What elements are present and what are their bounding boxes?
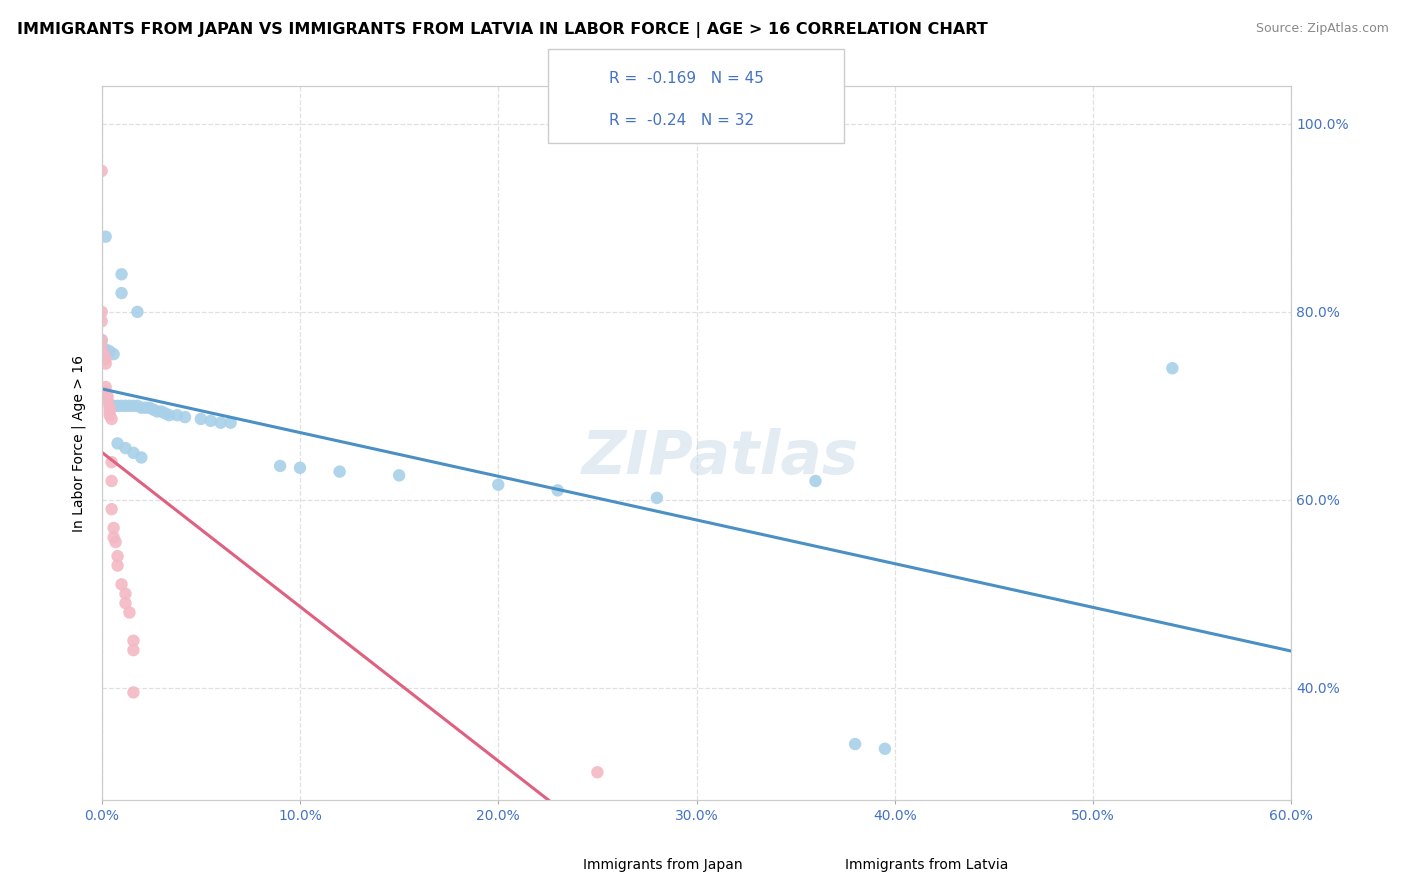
Point (157, 408, 180, 422)
Point (138, 401, 160, 415)
Point (166, 408, 188, 422)
Point (94, 229, 117, 244)
Y-axis label: In Labor Force | Age > 16: In Labor Force | Age > 16 (72, 355, 86, 532)
Point (94, 343, 117, 357)
Point (118, 399, 141, 413)
Point (98, 404, 121, 418)
Point (90, 164, 112, 178)
Point (90, 333, 112, 347)
Point (103, 530, 125, 544)
Point (122, 643, 145, 657)
Point (110, 577, 132, 591)
Point (131, 450, 153, 465)
Point (586, 765, 609, 780)
Text: R =  -0.169   N = 45: R = -0.169 N = 45 (609, 71, 763, 86)
Text: R =  -0.24   N = 32: R = -0.24 N = 32 (609, 113, 754, 128)
Text: Immigrants from Japan: Immigrants from Japan (583, 858, 744, 872)
Point (219, 416, 242, 430)
Text: Source: ZipAtlas.com: Source: ZipAtlas.com (1256, 22, 1389, 36)
Point (100, 502, 122, 516)
Point (547, 483, 569, 498)
Point (146, 404, 169, 418)
Point (114, 399, 136, 413)
Point (122, 685, 145, 699)
Text: ZIPatlas: ZIPatlas (582, 428, 859, 487)
Point (107, 558, 129, 573)
Point (114, 596, 136, 610)
Point (110, 399, 132, 413)
Point (100, 474, 122, 488)
Point (97, 394, 120, 409)
Point (114, 441, 136, 455)
Point (288, 460, 311, 475)
Point (110, 267, 132, 281)
Point (122, 633, 145, 648)
Point (104, 535, 127, 549)
Point (174, 410, 197, 425)
Point (142, 402, 165, 417)
Point (873, 741, 896, 756)
Point (131, 401, 153, 415)
Point (844, 737, 866, 751)
Point (114, 587, 136, 601)
Point (150, 404, 173, 418)
Point (90, 314, 112, 328)
Point (329, 465, 352, 479)
Point (93, 347, 115, 361)
Point (98, 401, 121, 415)
Point (103, 347, 125, 361)
Point (190, 412, 212, 426)
Point (90, 333, 112, 347)
Point (94, 351, 117, 366)
Point (645, 491, 668, 505)
Point (118, 606, 141, 620)
Point (107, 436, 129, 450)
Point (1161, 361, 1184, 376)
Point (98, 399, 121, 413)
Point (90, 343, 112, 357)
Point (94, 380, 117, 394)
Text: Immigrants from Latvia: Immigrants from Latvia (845, 858, 1008, 872)
Point (122, 399, 145, 413)
Point (94, 384, 117, 399)
Point (127, 399, 149, 413)
Point (122, 446, 145, 460)
Point (103, 521, 125, 535)
Point (134, 401, 156, 415)
Text: IMMIGRANTS FROM JAPAN VS IMMIGRANTS FROM LATVIA IN LABOR FORCE | AGE > 16 CORREL: IMMIGRANTS FROM JAPAN VS IMMIGRANTS FROM… (17, 22, 987, 38)
Point (107, 549, 129, 563)
Point (110, 286, 132, 301)
Point (98, 408, 121, 422)
Point (153, 406, 176, 420)
Point (486, 477, 509, 491)
Point (804, 474, 827, 488)
Point (107, 399, 129, 413)
Point (97, 389, 120, 403)
Point (209, 416, 232, 430)
Point (100, 455, 122, 469)
Point (103, 399, 125, 413)
Point (200, 414, 222, 428)
Point (98, 344, 121, 359)
Point (127, 305, 149, 319)
Point (388, 468, 411, 483)
Point (94, 357, 117, 371)
Point (100, 412, 122, 426)
Point (269, 458, 291, 473)
Point (90, 305, 112, 319)
